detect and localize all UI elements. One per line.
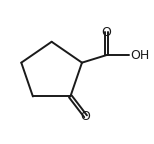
Text: O: O [102, 25, 111, 39]
Text: OH: OH [130, 49, 149, 62]
Text: O: O [81, 110, 91, 123]
